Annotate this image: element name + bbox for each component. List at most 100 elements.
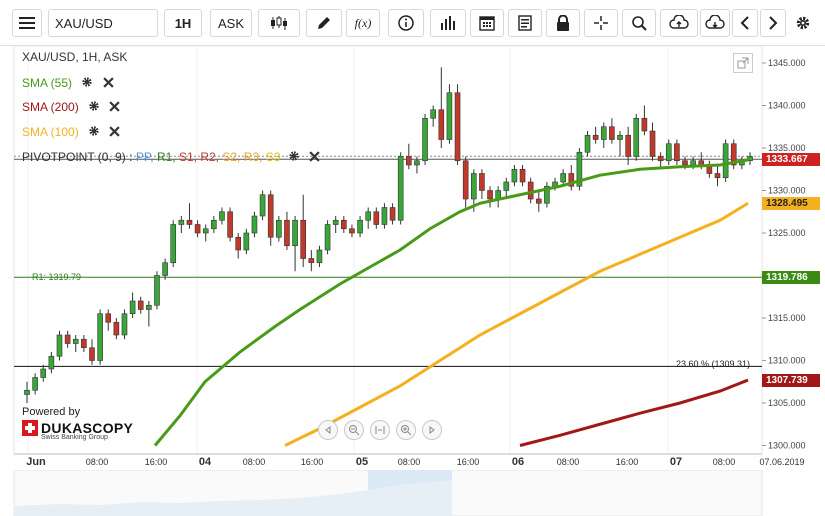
legend-pivot-item: S2, bbox=[222, 150, 244, 164]
gear-icon[interactable] bbox=[81, 76, 93, 91]
candle-body bbox=[519, 168, 526, 183]
maximize-button[interactable] bbox=[733, 53, 753, 73]
candle-body bbox=[600, 126, 607, 140]
y-tick-label: 1340.000 bbox=[768, 101, 806, 111]
timeframe-button[interactable]: 1H bbox=[164, 9, 202, 37]
settings-button[interactable] bbox=[790, 9, 816, 37]
symbol-input[interactable]: XAU/USD bbox=[48, 9, 158, 37]
close-icon[interactable] bbox=[103, 77, 114, 91]
chart-navigation bbox=[318, 420, 442, 440]
scroll-left-button[interactable] bbox=[732, 9, 758, 37]
candle-body bbox=[422, 117, 428, 162]
candle-body bbox=[89, 347, 95, 361]
candle-body bbox=[657, 156, 664, 162]
legend-pivot-item: S1, bbox=[178, 150, 201, 164]
sma55-line bbox=[153, 158, 749, 447]
close-icon[interactable] bbox=[109, 126, 121, 140]
candle-body bbox=[470, 173, 477, 200]
legend-sma200: SMA (200) bbox=[22, 100, 121, 115]
legend-pivot-prefix: PIVOTPOINT (0, 9) : bbox=[22, 150, 133, 164]
candle-body bbox=[511, 168, 518, 183]
candle-body bbox=[389, 207, 396, 221]
x-tick-label: 05 bbox=[356, 456, 368, 468]
lock-button[interactable] bbox=[546, 9, 580, 37]
candle-body bbox=[438, 109, 445, 140]
candle-body bbox=[56, 334, 63, 357]
legend-sma55-label: SMA (55) bbox=[22, 76, 73, 90]
candle-body bbox=[308, 258, 315, 264]
volume-button[interactable] bbox=[430, 9, 466, 37]
candle-body bbox=[373, 211, 380, 225]
candle-body bbox=[129, 300, 136, 315]
legend-sma200-label: SMA (200) bbox=[22, 100, 79, 114]
close-icon[interactable] bbox=[309, 151, 320, 165]
gear-icon[interactable] bbox=[88, 100, 100, 115]
price-chart[interactable]: 1300.0001305.0001310.0001315.0001320.000… bbox=[0, 46, 825, 516]
x-tick-label: 08:00 bbox=[713, 457, 736, 467]
candle-body bbox=[641, 117, 648, 132]
candle-body bbox=[430, 109, 436, 119]
candle-body bbox=[576, 151, 583, 187]
candle-body bbox=[292, 219, 298, 247]
x-tick-label: 08:00 bbox=[243, 457, 266, 467]
candle-body bbox=[625, 134, 631, 157]
x-tick-label: 16:00 bbox=[616, 457, 639, 467]
candle-body bbox=[251, 215, 258, 234]
x-tick-label: 08:00 bbox=[557, 457, 580, 467]
legend-pivot-item: R1, bbox=[156, 150, 179, 164]
legend-pivotpoint: PIVOTPOINT (0, 9) : PP, R1, S1, R2, S2, … bbox=[22, 150, 320, 165]
triangle-right-icon bbox=[429, 426, 435, 434]
info-button[interactable] bbox=[388, 9, 424, 37]
indicators-button[interactable]: f(x) bbox=[346, 9, 380, 37]
zoom-out-icon bbox=[349, 425, 360, 436]
candle-body bbox=[48, 355, 55, 370]
candle-body bbox=[365, 211, 371, 221]
gear-icon[interactable] bbox=[288, 150, 300, 165]
template-button[interactable] bbox=[508, 9, 542, 37]
chart-type-button[interactable] bbox=[258, 9, 300, 37]
x-tick-label: 06 bbox=[512, 456, 524, 468]
info-icon bbox=[398, 15, 414, 31]
nav-right-button[interactable] bbox=[422, 420, 442, 440]
candle-body bbox=[64, 334, 71, 344]
navigator-overview[interactable] bbox=[0, 470, 825, 516]
legend-pivot-item: R2, bbox=[200, 150, 223, 164]
calendar-button[interactable] bbox=[470, 9, 504, 37]
offer-side-button[interactable]: ASK bbox=[210, 9, 252, 37]
upload-button[interactable] bbox=[660, 9, 698, 37]
y-tick-label: 1325.000 bbox=[768, 228, 806, 238]
candle-body bbox=[24, 389, 30, 395]
zoom-in-button[interactable] bbox=[396, 420, 416, 440]
candle-body bbox=[267, 194, 274, 238]
candle-body bbox=[747, 156, 753, 162]
candle-body bbox=[219, 211, 225, 221]
price-tag: 1319.786 bbox=[762, 271, 820, 285]
candlestick-icon bbox=[271, 16, 287, 30]
candle-body bbox=[414, 160, 420, 166]
y-tick-label: 1300.000 bbox=[768, 441, 806, 451]
candle-body bbox=[544, 185, 550, 204]
legend-sma100: SMA (100) bbox=[22, 125, 121, 140]
zoom-button[interactable] bbox=[622, 9, 656, 37]
candle-body bbox=[40, 368, 47, 378]
download-button[interactable] bbox=[700, 9, 730, 37]
drawing-tool-button[interactable] bbox=[306, 9, 342, 37]
candle-body bbox=[487, 190, 493, 200]
candle-body bbox=[690, 160, 696, 166]
nav-left-button[interactable] bbox=[318, 420, 338, 440]
scroll-right-button[interactable] bbox=[760, 9, 786, 37]
candle-body bbox=[682, 160, 688, 166]
document-icon bbox=[518, 15, 532, 31]
close-icon[interactable] bbox=[109, 101, 121, 115]
crosshair-button[interactable] bbox=[584, 9, 618, 37]
x-tick-label: 07 bbox=[670, 456, 682, 468]
fit-button[interactable] bbox=[370, 420, 390, 440]
menu-button[interactable] bbox=[12, 9, 42, 37]
gear-icon[interactable] bbox=[88, 125, 100, 140]
candle-body bbox=[259, 194, 266, 217]
candle-body bbox=[32, 377, 38, 391]
zoom-out-button[interactable] bbox=[344, 420, 364, 440]
sma100-line bbox=[284, 201, 749, 447]
sma200-line bbox=[519, 378, 749, 447]
price-tag: 1333.667 bbox=[762, 153, 820, 167]
